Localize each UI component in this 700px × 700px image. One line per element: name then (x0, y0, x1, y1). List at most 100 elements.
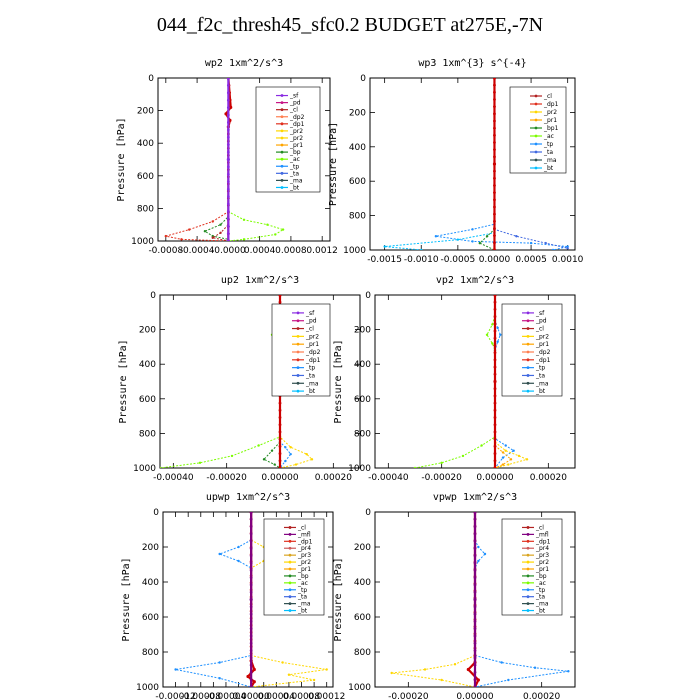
series-point (278, 416, 282, 419)
series-point (252, 667, 256, 672)
series-point (507, 463, 510, 466)
series-point (473, 656, 477, 660)
legend-marker (526, 342, 530, 346)
series-point (224, 112, 228, 116)
series-point (226, 232, 230, 235)
legend-label: _ac (535, 580, 546, 587)
legend: _cl_mfl_dp1_pr4_pr3_pr2_pr1_bp_ac_tp_ta_… (501, 518, 563, 616)
series-point (493, 141, 496, 144)
y-axis-label: Pressure [hPa] (333, 339, 344, 423)
legend-marker (526, 389, 530, 393)
y-tick-label: 1000 (343, 246, 366, 256)
legend-label: _ta (305, 372, 315, 379)
legend-label: _bt (305, 388, 316, 395)
plot-frame (159, 294, 361, 469)
series-point (249, 663, 253, 667)
series-point (226, 195, 230, 198)
series-point (493, 98, 496, 101)
series-point (226, 91, 230, 95)
legend-marker (534, 126, 538, 130)
legend-label: _bt (535, 388, 546, 395)
series-group (413, 295, 529, 468)
legend-marker (288, 588, 292, 592)
legend-marker (296, 327, 300, 330)
series-point (278, 430, 282, 434)
x-tick-label: 0.0008 (275, 246, 307, 256)
series-point (473, 685, 477, 687)
series-point (529, 241, 533, 245)
legend-marker (526, 553, 530, 557)
series-point (485, 235, 489, 238)
legend-marker (526, 526, 530, 529)
legend-marker (296, 342, 300, 346)
series-point (440, 678, 443, 682)
legend-marker (288, 553, 292, 557)
legend-marker (296, 389, 300, 393)
series-point (249, 512, 253, 514)
y-axis-label: Pressure [hPa] (116, 117, 127, 201)
series-point (284, 459, 287, 463)
y-tick-label: 0 (148, 74, 154, 84)
legend-label: _bp1 (543, 125, 559, 132)
legend-label: _pr1 (297, 566, 311, 573)
legend-marker (534, 150, 538, 154)
legend-label: _cl (535, 524, 544, 531)
series-point (480, 444, 483, 447)
series-point (249, 649, 253, 652)
y-tick-label: 800 (354, 429, 371, 439)
legend-marker (288, 532, 292, 536)
series-point (483, 552, 487, 556)
series-line-ac (414, 295, 496, 468)
x-tick-label: -0.00004 (206, 692, 247, 700)
series-point (249, 517, 253, 521)
legend-label: _ta (543, 149, 553, 156)
y-tick-label: 600 (354, 395, 371, 405)
legend-marker (280, 136, 284, 140)
series-point (249, 634, 253, 638)
series-point (473, 554, 477, 558)
legend-label: _ac (289, 156, 300, 163)
y-tick-label: 0 (365, 508, 371, 518)
legend-marker (280, 171, 284, 175)
series-line-tp (175, 512, 252, 687)
legend-marker (288, 526, 292, 529)
legend-marker (526, 539, 530, 543)
series-point (473, 517, 477, 521)
series-point (284, 446, 287, 449)
legend-label: _bp (289, 149, 301, 156)
legend-marker (526, 574, 530, 578)
legend-label: _ma (289, 177, 303, 184)
legend-label: _ma (543, 157, 557, 164)
series-point (493, 126, 496, 130)
legend-label: _dp1 (535, 538, 551, 545)
series-point (237, 545, 240, 549)
y-tick-label: 1000 (348, 464, 371, 474)
y-tick-label: 400 (354, 578, 371, 588)
panel-title: upwp 1xm^2/s^3 (206, 492, 290, 503)
plot-frame (157, 77, 331, 242)
x-tick-label: 0.0010 (552, 255, 584, 265)
series-point (226, 106, 230, 110)
series-point (312, 678, 316, 682)
legend-box (255, 86, 321, 193)
series-point (211, 236, 214, 239)
series-point (493, 184, 496, 187)
series-point (249, 641, 253, 645)
legend: _cl_dp1_pr2_pr1_bp1_ac_tp_ta_ma_bt (509, 86, 567, 174)
x-tick-label: -0.00020 (388, 692, 429, 700)
series-line-ac (227, 78, 285, 241)
x-tick-label: -0.0010 (404, 255, 439, 265)
series-point (249, 554, 253, 558)
x-tick-label: -0.00008 (181, 692, 222, 700)
series-point (473, 512, 477, 514)
series-point (493, 351, 497, 355)
legend-label: _pd (289, 100, 301, 107)
series-point (493, 90, 496, 94)
series-point (226, 78, 230, 80)
legend-label: _bt (543, 165, 554, 172)
series-point (383, 245, 386, 248)
series-point (249, 671, 253, 674)
series-point (493, 105, 496, 109)
series-point (242, 218, 246, 222)
legend-marker (280, 108, 284, 112)
